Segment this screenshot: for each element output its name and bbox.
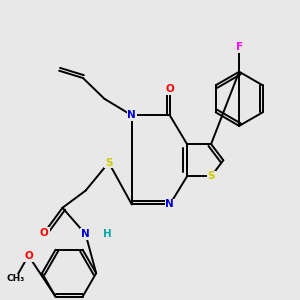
Text: H: H	[103, 229, 111, 239]
Text: N: N	[81, 229, 90, 239]
Text: S: S	[207, 171, 215, 182]
Text: N: N	[165, 200, 174, 209]
Text: N: N	[128, 110, 136, 120]
Text: O: O	[165, 84, 174, 94]
Text: O: O	[24, 251, 33, 261]
Text: F: F	[236, 42, 243, 52]
Text: CH₃: CH₃	[6, 274, 24, 283]
Text: S: S	[105, 158, 112, 167]
Text: O: O	[40, 228, 49, 238]
